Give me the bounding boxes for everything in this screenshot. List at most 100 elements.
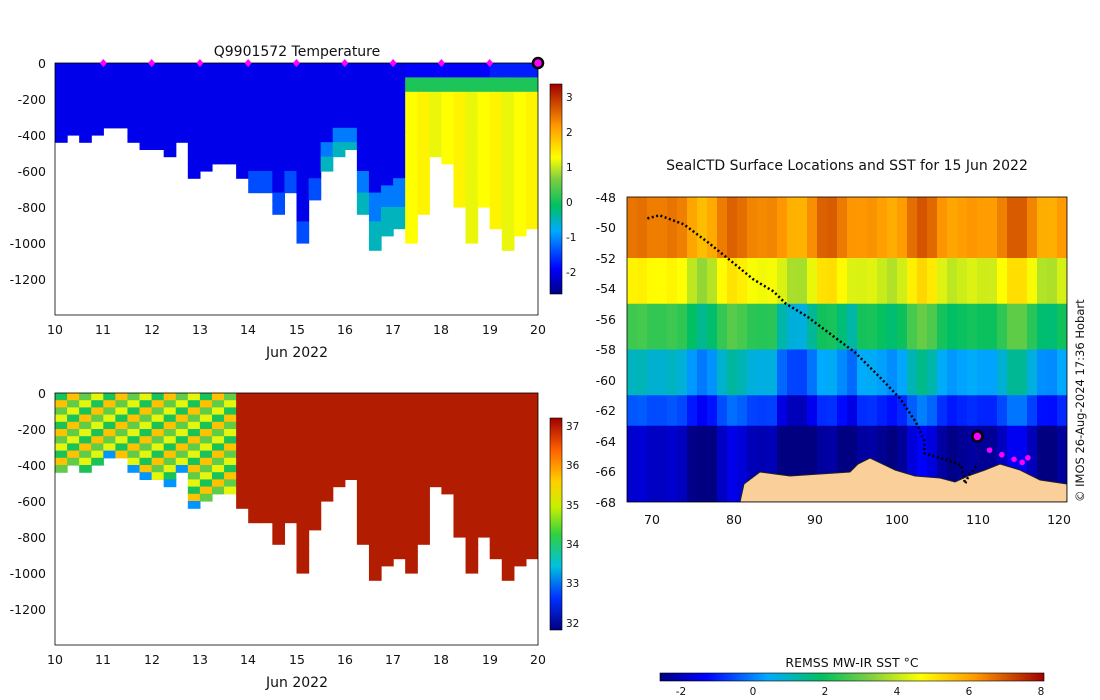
section-cell [248, 457, 261, 466]
section-cell [417, 407, 430, 416]
sst-cell [637, 395, 648, 427]
section-cell [127, 429, 141, 437]
sst-cell [927, 349, 938, 396]
section-cell [284, 414, 298, 423]
section-cell [381, 207, 394, 215]
section-cell [175, 450, 189, 459]
section-cell [417, 135, 430, 143]
section-cell [163, 414, 177, 423]
section-cell [453, 171, 467, 179]
sst-cell [627, 197, 638, 259]
section-cell [525, 91, 538, 100]
section-cell [344, 414, 358, 423]
section-cell [489, 185, 503, 194]
section-cell [501, 235, 515, 244]
section-cell [308, 457, 322, 466]
section-cell [175, 113, 189, 122]
section-cell [67, 120, 80, 129]
section-cell [393, 393, 406, 401]
section-cell [224, 91, 237, 100]
sst-cell [1027, 258, 1038, 305]
section-cell [465, 529, 479, 538]
section-cell [368, 113, 382, 122]
sst-cell [667, 258, 678, 305]
section-cell [163, 443, 177, 452]
section-cell [501, 429, 515, 437]
sst-cell [927, 303, 938, 351]
section-cell [187, 443, 201, 452]
salinity-colorbar: 37 36 35 34 33 32 [549, 417, 580, 631]
section-cell [320, 91, 334, 100]
section-cell [260, 429, 273, 437]
section-cell [260, 400, 273, 408]
section-cell [308, 178, 322, 186]
ytick: -200 [18, 92, 46, 107]
section-cell [368, 127, 382, 136]
section-cell [236, 486, 249, 495]
section-cell [417, 156, 430, 165]
xtick: 70 [644, 512, 660, 527]
section-cell [139, 70, 153, 78]
sst-cell [937, 303, 948, 351]
section-cell [381, 142, 394, 150]
section-cell [175, 127, 189, 136]
sst-cell [717, 425, 728, 502]
map-y-ticks: -48 -50 -52 -54 -56 -58 -60 -62 -64 -66 … [596, 190, 616, 510]
section-cell [332, 407, 346, 416]
section-cell [236, 113, 249, 122]
sst-cell [717, 197, 728, 259]
section-cell [525, 522, 538, 531]
section-cell [211, 84, 225, 93]
section-cell [236, 393, 249, 401]
sst-cell [1047, 258, 1058, 305]
section-cell [356, 113, 370, 122]
section-cell [465, 113, 479, 122]
sst-cell [927, 197, 938, 259]
section-cell [284, 486, 298, 495]
sst-cell [747, 395, 758, 427]
section-cell [199, 421, 213, 430]
sst-cell [977, 425, 988, 502]
section-cell [417, 171, 430, 179]
section-cell [296, 214, 310, 222]
section-cell [187, 163, 201, 172]
section-cell [513, 486, 527, 495]
section-cell [308, 414, 322, 423]
sst-cell [1057, 395, 1067, 427]
sst-cell [797, 395, 808, 427]
sst-cell [677, 395, 688, 427]
section-cell [332, 450, 346, 459]
section-cell [308, 135, 322, 143]
section-cell [55, 77, 68, 86]
section-cell [260, 77, 273, 86]
section-cell [393, 472, 406, 480]
section-cell [513, 544, 527, 552]
section-cell [501, 421, 515, 430]
sst-cell [637, 258, 648, 305]
section-cell [465, 565, 479, 574]
section-cell [489, 106, 503, 114]
section-cell [284, 443, 298, 452]
section-cell [224, 113, 237, 122]
section-cell [236, 99, 249, 107]
section-cell [211, 465, 225, 473]
section-cell [320, 407, 334, 416]
section-cell [127, 106, 141, 114]
section-cell [513, 63, 527, 71]
section-cell [368, 429, 382, 437]
section-cell [248, 486, 261, 495]
section-cell [465, 214, 479, 222]
section-cell [429, 106, 442, 114]
section-cell [477, 414, 491, 423]
sst-cell [847, 258, 858, 305]
sst-cell [827, 395, 838, 427]
section-cell [429, 472, 442, 480]
section-cell [513, 450, 527, 459]
section-cell [356, 400, 370, 408]
sst-cell [637, 197, 648, 259]
sst-cell [767, 395, 778, 427]
temperature-colorbar-ramp [549, 83, 563, 295]
section-cell [417, 443, 430, 452]
map-x-ticks: 70 80 90 100 110 120 [644, 512, 1071, 527]
sst-cell [1037, 303, 1048, 351]
